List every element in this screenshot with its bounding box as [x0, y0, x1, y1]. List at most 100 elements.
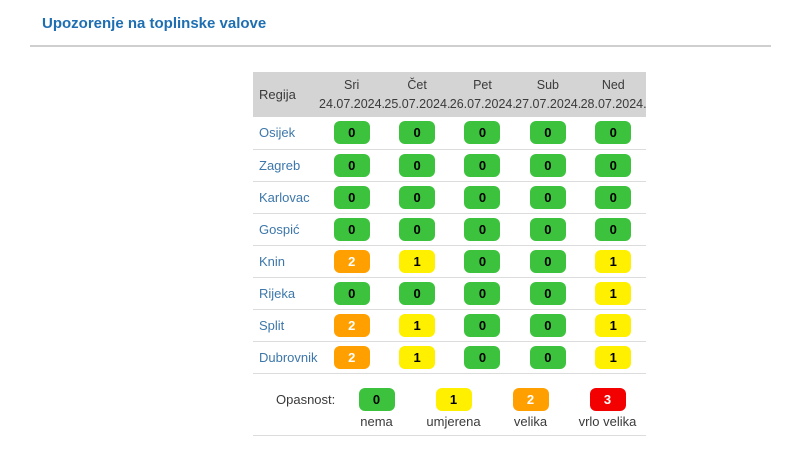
warning-cell: 1	[384, 341, 449, 373]
warning-cell: 1	[581, 341, 646, 373]
warning-badge: 1	[399, 313, 436, 337]
legend-item: 1 umjerena	[415, 387, 492, 429]
warning-badge: 2	[333, 313, 370, 337]
warning-cell: 0	[319, 149, 384, 181]
warning-cell: 0	[450, 213, 515, 245]
warning-badge: 0	[333, 185, 370, 209]
legend-badge: 3	[589, 387, 626, 411]
warning-badge: 0	[464, 313, 501, 337]
table-header-row: Regija Sri 24.07.2024. Čet 25.07.2024. Pet 26…	[253, 72, 647, 117]
warning-cell: 0	[384, 181, 449, 213]
table-body: Osijek 0 0 0 0 0 Zagreb 0 0 0 0 0 Karlovac 0 0 0 0 0 Gospi…	[253, 117, 646, 373]
warning-cell: 0	[515, 341, 580, 373]
warning-badge: 0	[399, 121, 436, 145]
warning-badge: 0	[464, 281, 501, 305]
warning-cell: 0	[319, 277, 384, 309]
day-date: 27.07.2024.	[515, 96, 582, 111]
warning-cell: 0	[450, 181, 515, 213]
warning-badge: 1	[399, 249, 436, 273]
warning-badge: 1	[595, 345, 632, 369]
warning-badge: 0	[399, 281, 436, 305]
day-column-header: Sri 24.07.2024.	[319, 72, 386, 117]
day-date: 24.07.2024.	[319, 96, 386, 111]
warning-badge: 0	[333, 281, 370, 305]
warning-badge: 1	[595, 281, 632, 305]
warning-cell: 0	[515, 277, 580, 309]
warning-cell: 0	[319, 117, 384, 149]
heat-wave-warning-widget: Regija Sri 24.07.2024. Čet 25.07.2024. Pet 26…	[253, 72, 647, 436]
warning-cell: 0	[515, 245, 580, 277]
warning-cell: 0	[581, 117, 646, 149]
warning-cell: 1	[581, 245, 646, 277]
warning-badge: 0	[333, 217, 370, 241]
warning-cell: 1	[384, 309, 449, 341]
region-name-cell: Split	[259, 317, 285, 333]
warning-cell: 0	[515, 309, 580, 341]
warning-badge: 0	[529, 185, 566, 209]
legend-item-label: umjerena	[426, 413, 481, 429]
legend-items: 0 nema 1 umjerena 2 velika 3 vrlo velika	[338, 387, 646, 429]
warning-badge: 0	[464, 185, 501, 209]
day-name: Sri	[344, 78, 360, 93]
warning-badge: 0	[399, 217, 436, 241]
warning-cell: 1	[581, 277, 646, 309]
legend-item-label: vrlo velika	[578, 413, 637, 429]
legend-item: 2 velika	[492, 387, 569, 429]
warning-badge: 0	[464, 217, 501, 241]
table-row: Karlovac 0 0 0 0 0	[253, 181, 646, 213]
warning-cell: 0	[515, 213, 580, 245]
table-row: Gospić 0 0 0 0 0	[253, 213, 646, 245]
warning-cell: 1	[384, 245, 449, 277]
warning-badge: 0	[529, 217, 566, 241]
table-row: Osijek 0 0 0 0 0	[253, 117, 646, 149]
warning-badge: 0	[399, 153, 436, 177]
warning-badge: 0	[529, 249, 566, 273]
warning-cell: 1	[581, 309, 646, 341]
warning-badge: 0	[529, 313, 566, 337]
warning-cell: 0	[515, 181, 580, 213]
warning-cell: 0	[581, 213, 646, 245]
legend-item-label: velika	[513, 413, 548, 429]
warning-cell: 0	[319, 213, 384, 245]
warning-cell: 0	[450, 149, 515, 181]
table-row: Split 2 1 0 0 1	[253, 309, 646, 341]
warning-cell: 0	[450, 277, 515, 309]
warning-cell: 0	[450, 341, 515, 373]
warning-badge: 0	[464, 121, 501, 145]
region-name-cell: Dubrovnik	[259, 349, 318, 365]
warning-cell: 2	[319, 245, 384, 277]
legend-item: 3 vrlo velika	[569, 387, 646, 429]
warning-cell: 2	[319, 341, 384, 373]
warning-cell: 0	[384, 213, 449, 245]
warning-badge: 0	[333, 121, 370, 145]
day-name: Sub	[536, 78, 559, 93]
region-name-cell: Osijek	[259, 125, 296, 141]
warning-cell: 0	[581, 181, 646, 213]
warning-badge: 0	[595, 217, 632, 241]
warning-badge: 1	[399, 345, 436, 369]
warning-badge: 0	[333, 153, 370, 177]
day-date: 28.07.2024.	[580, 96, 647, 111]
legend-item: 0 nema	[338, 387, 415, 429]
warning-badge: 2	[333, 249, 370, 273]
warning-badge: 0	[595, 185, 632, 209]
warnings-table: Regija Sri 24.07.2024. Čet 25.07.2024. Pet 26…	[253, 72, 647, 374]
page-title: Upozorenje na toplinske valove	[42, 15, 267, 32]
day-date: 25.07.2024.	[384, 96, 451, 111]
warning-badge: 1	[595, 313, 632, 337]
region-name-cell: Rijeka	[259, 285, 296, 301]
day-name: Pet	[473, 78, 492, 93]
warning-cell: 0	[515, 117, 580, 149]
warning-badge: 0	[529, 345, 566, 369]
warning-badge: 0	[399, 185, 436, 209]
warning-badge: 0	[464, 249, 501, 273]
warning-badge: 0	[529, 281, 566, 305]
day-date: 26.07.2024.	[449, 96, 516, 111]
table-row: Dubrovnik 2 1 0 0 1	[253, 341, 646, 373]
day-column-header: Pet 26.07.2024.	[449, 72, 516, 117]
warning-badge: 0	[464, 153, 501, 177]
region-column-header: Regija	[259, 87, 296, 102]
warning-cell: 0	[384, 117, 449, 149]
warning-badge: 0	[595, 121, 632, 145]
day-column-header: Čet 25.07.2024.	[384, 72, 451, 117]
